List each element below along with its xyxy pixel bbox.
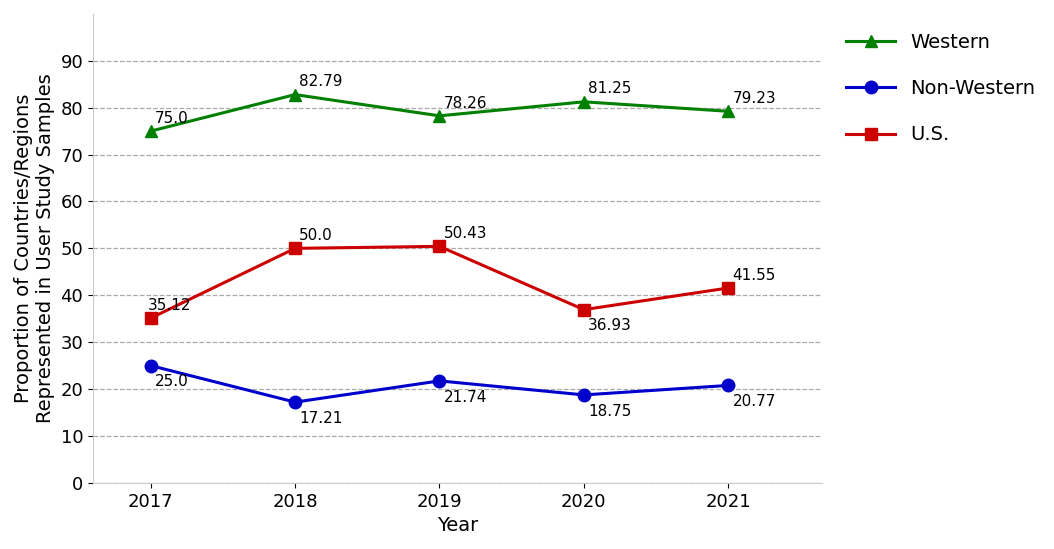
Western — [433, 113, 446, 119]
Text: 35.12: 35.12 — [148, 298, 192, 313]
Text: 20.77: 20.77 — [733, 394, 776, 409]
Line: U.S.: U.S. — [144, 240, 735, 324]
Western — [722, 108, 735, 115]
Text: 81.25: 81.25 — [588, 81, 631, 97]
U.S. — [144, 315, 157, 321]
Text: 50.43: 50.43 — [444, 226, 487, 241]
Text: 82.79: 82.79 — [299, 74, 343, 89]
Text: 25.0: 25.0 — [155, 374, 189, 389]
U.S. — [433, 243, 446, 250]
Text: 75.0: 75.0 — [155, 111, 189, 126]
Text: 36.93: 36.93 — [588, 318, 632, 333]
Non-Western — [433, 378, 446, 384]
Non-Western — [722, 382, 735, 389]
Western — [144, 128, 157, 135]
Non-Western — [578, 391, 590, 398]
Line: Non-Western: Non-Western — [144, 360, 735, 408]
U.S. — [722, 285, 735, 292]
U.S. — [289, 245, 301, 251]
Text: 78.26: 78.26 — [444, 96, 487, 110]
Text: 50.0: 50.0 — [299, 228, 333, 243]
Text: 18.75: 18.75 — [588, 404, 631, 419]
X-axis label: Year: Year — [437, 516, 479, 535]
Text: 21.74: 21.74 — [444, 390, 487, 405]
Non-Western — [289, 399, 301, 405]
Y-axis label: Proportion of Countries/Regions
Represented in User Study Samples: Proportion of Countries/Regions Represen… — [14, 74, 55, 423]
Legend: Western, Non-Western, U.S.: Western, Non-Western, U.S. — [846, 33, 1036, 144]
Line: Western: Western — [144, 88, 735, 137]
Western — [289, 91, 301, 98]
Text: 17.21: 17.21 — [299, 411, 343, 426]
U.S. — [578, 306, 590, 313]
Western — [578, 98, 590, 105]
Text: 79.23: 79.23 — [733, 91, 776, 106]
Non-Western — [144, 362, 157, 369]
Text: 41.55: 41.55 — [733, 268, 776, 283]
